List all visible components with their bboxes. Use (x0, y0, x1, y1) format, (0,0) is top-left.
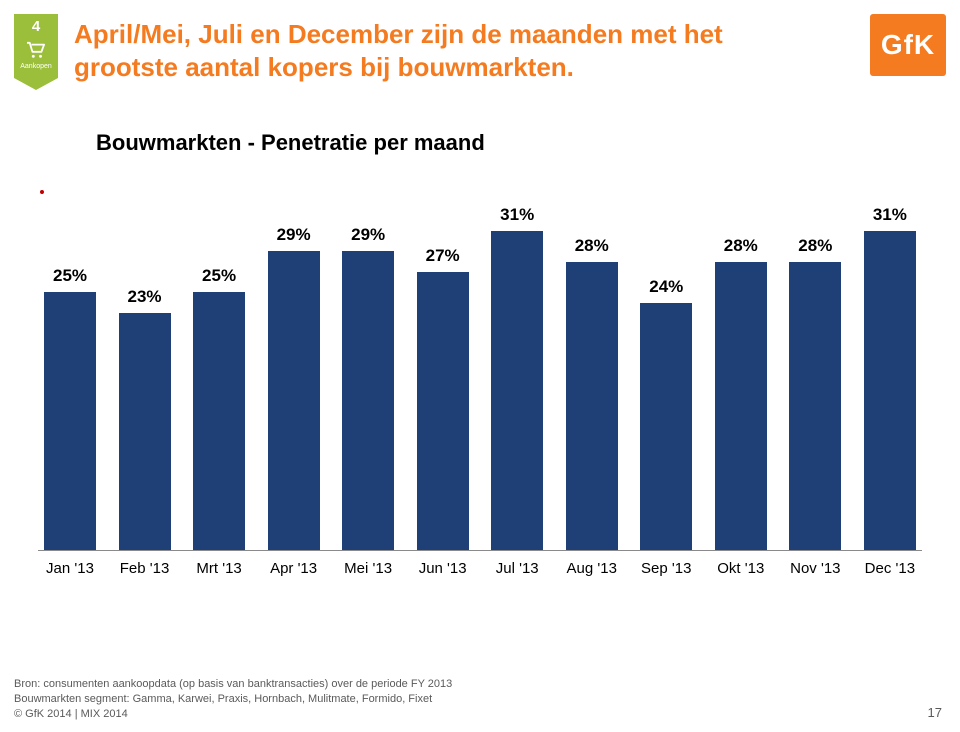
chart-plot: 25%23%25%29%29%27%31%28%24%28%28%31% (40, 210, 920, 550)
x-axis-label: Okt '13 (711, 560, 771, 577)
bar (715, 262, 767, 550)
bar-value-label: 24% (649, 277, 683, 297)
bar-value-label: 25% (202, 266, 236, 286)
x-axis-label: Jan '13 (40, 560, 100, 577)
bar-value-label: 31% (500, 205, 534, 225)
bar (491, 231, 543, 550)
bar-wrap: 23% (115, 287, 175, 550)
bar (640, 303, 692, 550)
bar (566, 262, 618, 550)
gfk-logo: GfK (870, 14, 946, 76)
x-axis-label: Nov '13 (785, 560, 845, 577)
page-title: April/Mei, Juli en December zijn de maan… (74, 18, 794, 83)
x-axis-label: Dec '13 (860, 560, 920, 577)
bar-value-label: 28% (798, 236, 832, 256)
title-line2: grootste aantal kopers bij bouwmarkten. (74, 51, 794, 84)
bar-value-label: 25% (53, 266, 87, 286)
highlight-ellipse (40, 190, 44, 194)
bar (342, 251, 394, 550)
bar-wrap: 25% (40, 266, 100, 550)
footer-line2: Bouwmarkten segment: Gamma, Karwei, Prax… (14, 692, 914, 707)
bar-value-label: 23% (128, 287, 162, 307)
badge-label: Aankopen (20, 63, 52, 70)
bar (268, 251, 320, 550)
x-axis-labels: Jan '13 Feb '13 Mrt '13 Apr '13 Mei '13 Jun '… (40, 560, 920, 577)
footer-line1: Bron: consumenten aankoopdata (op basis … (14, 677, 914, 692)
page-number: 17 (928, 705, 942, 720)
bar-value-label: 28% (724, 236, 758, 256)
bar-wrap: 24% (636, 277, 696, 550)
bar (193, 292, 245, 550)
footer-line3: © GfK 2014 | MIX 2014 (14, 707, 914, 722)
title-line1: April/Mei, Juli en December zijn de maan… (74, 18, 794, 51)
bar-wrap: 29% (264, 225, 324, 550)
bar-wrap: 28% (562, 236, 622, 550)
bar (864, 231, 916, 550)
bar (119, 313, 171, 550)
cart-icon (25, 41, 47, 59)
bar-value-label: 31% (873, 205, 907, 225)
bar-wrap: 29% (338, 225, 398, 550)
bar-wrap: 31% (860, 205, 920, 550)
bar (44, 292, 96, 550)
x-axis-label: Jun '13 (413, 560, 473, 577)
x-axis-label: Aug '13 (562, 560, 622, 577)
chart-bars: 25%23%25%29%29%27%31%28%24%28%28%31% (40, 210, 920, 550)
penetration-chart: 25% 23% 25% 29% 29% 27% 31% 28% 24% 28% 28% 31% Jan… (40, 190, 920, 610)
x-axis-line (38, 550, 922, 551)
chart-title: Bouwmarkten - Penetratie per maand (96, 130, 485, 156)
slide: 4 Aankopen GfK April/Mei, Juli en Decemb… (0, 0, 960, 732)
x-axis-label: Apr '13 (264, 560, 324, 577)
section-badge: 4 Aankopen (14, 14, 58, 78)
x-axis-label: Jul '13 (487, 560, 547, 577)
bar-value-label: 29% (277, 225, 311, 245)
bar-wrap: 28% (785, 236, 845, 550)
footer-source: Bron: consumenten aankoopdata (op basis … (14, 677, 914, 722)
bar-value-label: 29% (351, 225, 385, 245)
bar-wrap: 28% (711, 236, 771, 550)
logo-text: GfK (881, 29, 935, 61)
bar-value-label: 28% (575, 236, 609, 256)
bar (417, 272, 469, 550)
bar-value-label: 27% (426, 246, 460, 266)
badge-number: 4 (32, 18, 40, 35)
x-axis-label: Mei '13 (338, 560, 398, 577)
x-axis-label: Sep '13 (636, 560, 696, 577)
x-axis-label: Mrt '13 (189, 560, 249, 577)
bar-wrap: 31% (487, 205, 547, 550)
bar (789, 262, 841, 550)
x-axis-label: Feb '13 (115, 560, 175, 577)
bar-wrap: 27% (413, 246, 473, 550)
bar-wrap: 25% (189, 266, 249, 550)
